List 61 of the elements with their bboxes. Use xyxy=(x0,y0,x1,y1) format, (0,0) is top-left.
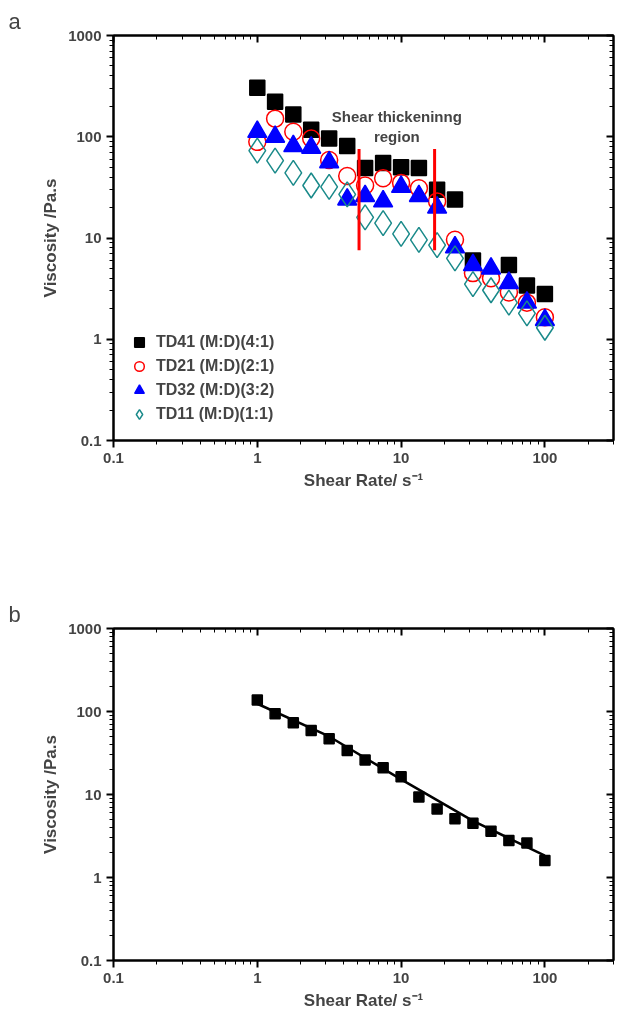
point xyxy=(517,300,537,327)
y-tick-label: 100 xyxy=(76,702,102,720)
point xyxy=(413,791,425,803)
x-tick-label: 10 xyxy=(392,968,410,986)
point xyxy=(251,694,264,706)
legend-label: TD21 (M:D)(2:1) xyxy=(156,356,275,376)
point xyxy=(265,109,285,128)
y-axis-title: Viscosity /Pa.s xyxy=(41,735,61,854)
point xyxy=(449,813,461,825)
point xyxy=(500,256,518,274)
point xyxy=(463,270,483,298)
point xyxy=(337,166,357,186)
point xyxy=(248,137,267,164)
point xyxy=(431,803,443,815)
point xyxy=(338,137,356,155)
legend-label: TD32 (M:D)(3:2) xyxy=(156,380,275,400)
y-tick-label: 10 xyxy=(84,785,102,803)
x-tick-label: 10 xyxy=(392,448,410,466)
point xyxy=(356,204,375,231)
point xyxy=(518,277,536,294)
y-tick-label: 100 xyxy=(76,127,102,145)
point xyxy=(539,854,551,867)
point xyxy=(285,106,302,123)
point xyxy=(373,168,393,188)
chart-title: b xyxy=(8,601,21,627)
annotation: Shear thickeninng region xyxy=(331,107,462,145)
y-tick-label: 0.1 xyxy=(80,431,102,449)
point xyxy=(249,79,266,96)
point xyxy=(535,314,554,341)
y-tick-label: 1 xyxy=(93,868,102,886)
x-axis-title: Shear Rate/ s⁻¹ xyxy=(303,990,424,1010)
x-tick-label: 1 xyxy=(253,968,262,986)
y-tick-label: 10 xyxy=(84,229,102,246)
chart-title: a xyxy=(8,8,22,34)
point xyxy=(338,181,357,208)
y-tick-label: 1 xyxy=(93,330,102,348)
x-axis-title: Shear Rate/ s⁻¹ xyxy=(303,470,424,490)
point xyxy=(410,159,428,177)
point xyxy=(445,245,465,272)
point xyxy=(301,129,321,148)
point xyxy=(499,289,518,316)
point xyxy=(320,130,338,147)
y-tick-label: 0.1 xyxy=(80,951,102,969)
point xyxy=(446,191,464,208)
point xyxy=(481,276,501,304)
x-tick-label: 1 xyxy=(253,448,262,466)
point xyxy=(409,179,429,198)
point xyxy=(266,147,285,174)
x-tick-label: 100 xyxy=(532,448,558,466)
y-tick-label: 1000 xyxy=(68,26,102,44)
legend-label: TD41 (M:D)(4:1) xyxy=(156,332,275,352)
point xyxy=(355,176,375,195)
point xyxy=(536,285,554,303)
point xyxy=(392,158,410,176)
y-axis-title: Viscosity /Pa.s xyxy=(41,178,61,298)
point xyxy=(284,122,303,141)
legend-label: TD11 (M:D)(1:1) xyxy=(156,404,274,424)
x-tick-label: 100 xyxy=(532,968,558,986)
point xyxy=(266,93,284,110)
point xyxy=(302,172,321,199)
y-tick-label: 1000 xyxy=(68,619,102,637)
